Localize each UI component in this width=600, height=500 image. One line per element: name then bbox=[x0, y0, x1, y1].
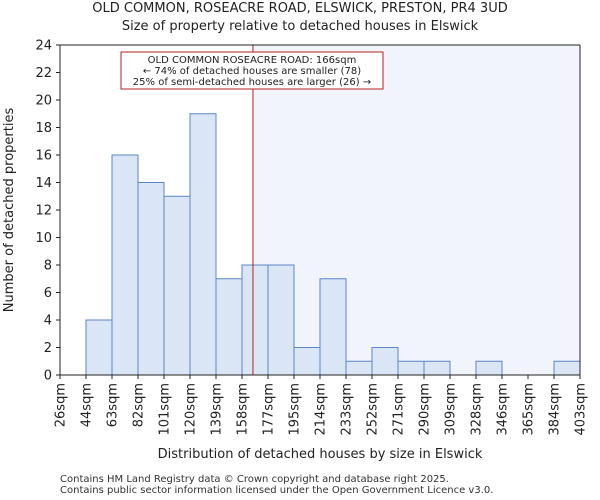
y-tick-label: 20 bbox=[35, 94, 52, 109]
y-tick-label: 16 bbox=[35, 149, 52, 164]
x-tick-label: 63sqm bbox=[106, 383, 121, 427]
histogram-bar bbox=[215, 278, 243, 376]
y-tick-label: 8 bbox=[44, 259, 52, 274]
x-tick-label: 290sqm bbox=[418, 383, 433, 436]
annotation-property-line: OLD COMMON ROSEACRE ROAD: 166sqm bbox=[148, 55, 357, 66]
x-tick-label: 177sqm bbox=[262, 383, 277, 436]
x-tick-label: 158sqm bbox=[236, 383, 251, 436]
x-tick-label: 139sqm bbox=[210, 383, 225, 436]
histogram-bar bbox=[137, 182, 165, 376]
histogram-bar bbox=[111, 154, 139, 376]
x-tick-label: 101sqm bbox=[158, 383, 173, 436]
x-tick-label: 214sqm bbox=[314, 383, 329, 436]
histogram-bar bbox=[397, 360, 425, 376]
annotation-box bbox=[120, 51, 384, 90]
x-tick-label: 384sqm bbox=[548, 383, 563, 436]
footer-copyright: Contains HM Land Registry data © Crown c… bbox=[60, 474, 449, 485]
x-tick-label: 271sqm bbox=[392, 383, 407, 436]
x-tick-label: 82sqm bbox=[132, 383, 147, 427]
histogram-bar bbox=[371, 347, 399, 376]
histogram-bar bbox=[319, 278, 347, 376]
histogram-bar bbox=[475, 360, 503, 376]
x-tick-label: 26sqm bbox=[54, 383, 69, 427]
histogram-bar bbox=[241, 264, 269, 376]
histogram-bar bbox=[267, 264, 295, 376]
y-tick-label: 4 bbox=[44, 314, 52, 329]
histogram-bar bbox=[85, 319, 113, 376]
x-tick-label: 44sqm bbox=[80, 383, 95, 427]
histogram-bar bbox=[163, 195, 191, 376]
y-tick-label: 0 bbox=[44, 369, 52, 384]
x-tick-label: 120sqm bbox=[184, 383, 199, 436]
y-tick-label: 10 bbox=[35, 231, 52, 246]
x-tick-label: 252sqm bbox=[366, 383, 381, 436]
y-tick-label: 12 bbox=[35, 204, 52, 219]
x-tick-label: 195sqm bbox=[288, 383, 303, 436]
y-tick-label: 14 bbox=[35, 176, 52, 191]
histogram-bar bbox=[189, 113, 217, 376]
chart-subtitle: Size of property relative to detached ho… bbox=[121, 19, 479, 34]
y-tick-label: 22 bbox=[35, 66, 52, 81]
x-tick-label: 346sqm bbox=[496, 383, 511, 436]
footer-licence: Contains public sector information licen… bbox=[60, 485, 494, 496]
x-tick-label: 365sqm bbox=[522, 383, 537, 436]
x-tick-label: 233sqm bbox=[340, 383, 355, 436]
histogram-bar bbox=[423, 360, 451, 376]
x-tick-label: 403sqm bbox=[574, 383, 589, 436]
histogram-bar bbox=[293, 347, 321, 376]
shaded-region-larger bbox=[252, 45, 580, 375]
histogram-bar bbox=[553, 360, 581, 376]
y-axis-label: Number of detached properties bbox=[2, 108, 17, 313]
annotation-smaller-line: ← 74% of detached houses are smaller (78… bbox=[143, 66, 361, 77]
x-tick-label: 309sqm bbox=[444, 383, 459, 436]
y-tick-label: 24 bbox=[35, 39, 52, 54]
y-tick-label: 18 bbox=[35, 121, 52, 136]
annotation-larger-line: 25% of semi-detached houses are larger (… bbox=[133, 77, 371, 88]
histogram-bar bbox=[345, 360, 373, 376]
y-tick-label: 6 bbox=[44, 286, 52, 301]
x-axis-label: Distribution of detached houses by size … bbox=[158, 447, 483, 462]
y-tick-label: 2 bbox=[44, 341, 52, 356]
chart-title: OLD COMMON, ROSEACRE ROAD, ELSWICK, PRES… bbox=[92, 1, 508, 16]
x-tick-label: 328sqm bbox=[470, 383, 485, 436]
